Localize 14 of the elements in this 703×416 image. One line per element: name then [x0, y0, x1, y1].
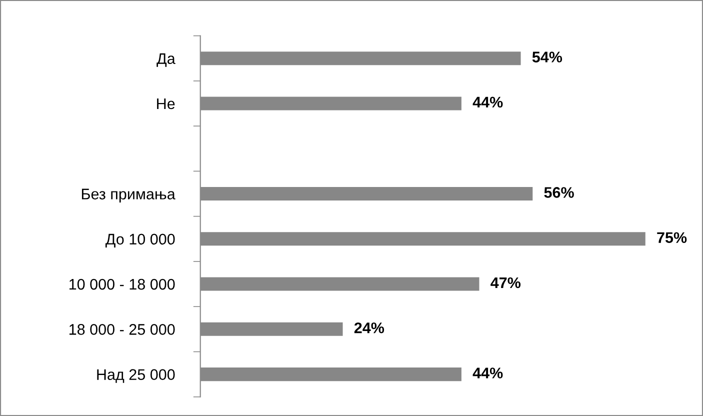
y-tick-label: 10 000 - 18 000	[69, 278, 175, 290]
y-tick-label: Да	[156, 53, 176, 67]
data-label: 54%	[532, 52, 562, 62]
data-label: 44%	[472, 96, 503, 108]
data-label: 24%	[354, 322, 384, 334]
data-label: 44%	[472, 368, 503, 378]
y-tick-label: До 10 000	[105, 234, 175, 248]
y-tick-label: Над 25 000	[97, 369, 175, 383]
data-label: 75%	[657, 232, 687, 243]
data-label: 47%	[490, 277, 521, 288]
y-tick-label: Без примања	[82, 188, 176, 202]
data-label: 56%	[544, 187, 574, 198]
y-tick-label: Не	[157, 98, 175, 110]
y-tick-label: 18 000 - 25 000	[69, 324, 175, 335]
